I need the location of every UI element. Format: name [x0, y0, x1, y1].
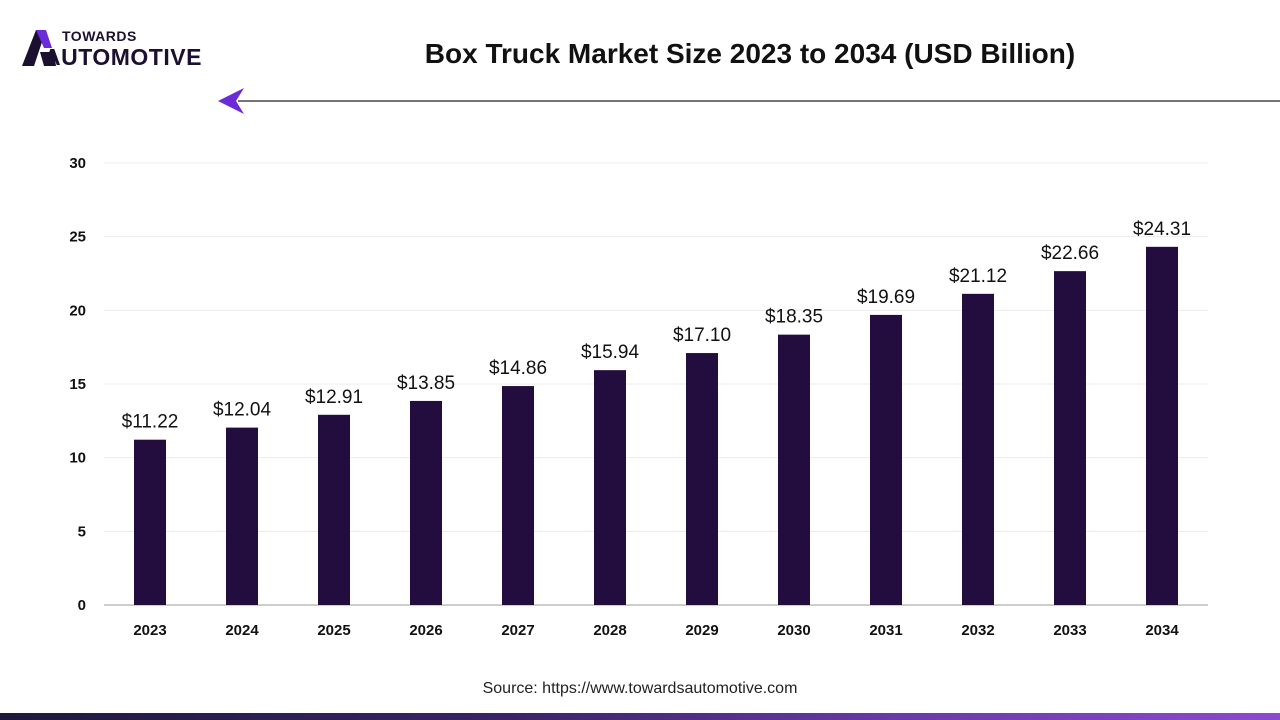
data-label-2027: $14.86 — [489, 358, 547, 379]
x-tick-label-2023: 2023 — [133, 622, 166, 639]
x-tick-label-2025: 2025 — [317, 622, 350, 639]
x-tick-label-2029: 2029 — [685, 622, 718, 639]
bar-2034 — [1146, 246, 1178, 605]
footer-gradient-band — [0, 713, 1280, 720]
bar-2024 — [226, 427, 258, 605]
towards-automotive-logo-icon — [22, 30, 56, 66]
data-label-2025: $12.91 — [305, 387, 363, 408]
x-tick-label-2033: 2033 — [1053, 622, 1086, 639]
x-tick-label-2031: 2031 — [869, 622, 902, 639]
header-arrow-rule — [218, 88, 1280, 114]
x-tick-label-2028: 2028 — [593, 622, 626, 639]
x-tick-label-2024: 2024 — [225, 622, 259, 639]
x-tick-label-2026: 2026 — [409, 622, 442, 639]
y-tick-label: 0 — [78, 597, 86, 614]
source-note: Source: https://www.towardsautomotive.co… — [482, 680, 798, 697]
y-tick-label: 30 — [69, 155, 86, 172]
data-label-2032: $21.12 — [949, 266, 1007, 287]
x-tick-label-2032: 2032 — [961, 622, 994, 639]
arrow-head-icon — [218, 88, 244, 114]
data-label-2026: $13.85 — [397, 373, 455, 394]
bar-2031 — [870, 314, 902, 605]
bar-2027 — [502, 386, 534, 605]
data-label-2034: $24.31 — [1133, 219, 1191, 240]
data-label-2029: $17.10 — [673, 325, 731, 346]
data-label-2033: $22.66 — [1041, 243, 1099, 264]
data-label-2028: $15.94 — [581, 342, 640, 363]
x-tick-label-2030: 2030 — [777, 622, 810, 639]
y-tick-label: 10 — [69, 450, 86, 467]
data-label-2031: $19.69 — [857, 287, 915, 308]
y-tick-label: 25 — [69, 229, 86, 246]
x-tick-label-2034: 2034 — [1145, 622, 1179, 639]
brand-logo: TOWARDS AUTOMOTIVE — [20, 26, 230, 72]
y-tick-label: 5 — [78, 523, 86, 540]
y-tick-label: 15 — [69, 376, 86, 393]
y-tick-label: 20 — [69, 302, 86, 319]
bar-2033 — [1054, 271, 1086, 605]
bar-2026 — [410, 400, 442, 605]
brand-line-2: AUTOMOTIVE — [44, 44, 202, 70]
bar-2023 — [134, 439, 166, 605]
x-tick-label-2027: 2027 — [501, 622, 534, 639]
bar-2032 — [962, 293, 994, 605]
bar-2025 — [318, 414, 350, 605]
data-label-2030: $18.35 — [765, 307, 823, 328]
bar-2029 — [686, 353, 718, 605]
data-label-2023: $11.22 — [122, 412, 179, 433]
chart-title: Box Truck Market Size 2023 to 2034 (USD … — [424, 38, 1076, 69]
brand-line-1: TOWARDS — [62, 28, 137, 44]
bar-2028 — [594, 370, 626, 605]
data-label-2024: $12.04 — [213, 400, 272, 421]
bar-2030 — [778, 334, 810, 605]
